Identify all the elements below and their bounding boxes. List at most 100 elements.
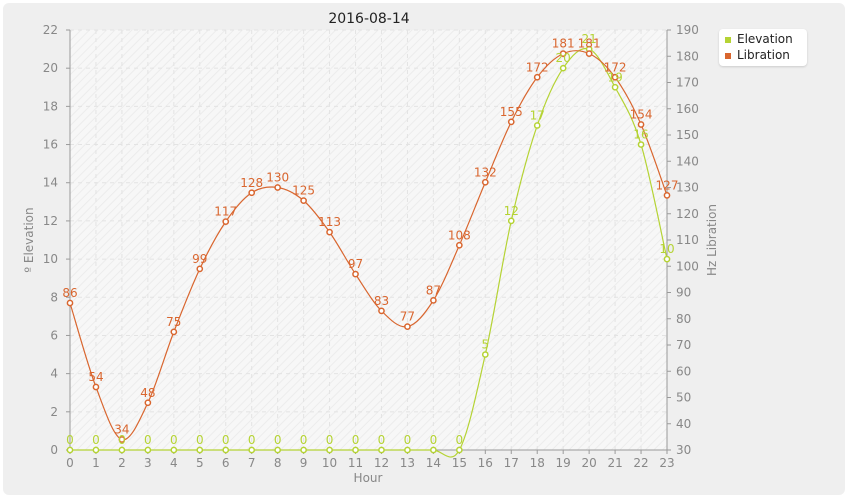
x-tick-label: 20 bbox=[581, 456, 596, 470]
data-point-elevation bbox=[274, 446, 282, 454]
data-label-elevation: 0 bbox=[352, 433, 360, 447]
legend-swatch-libration bbox=[725, 52, 731, 59]
legend-label-libration: Libration bbox=[737, 48, 790, 62]
data-label-libration: 48 bbox=[140, 386, 155, 400]
data-point-libration bbox=[92, 383, 100, 391]
data-label-elevation: 0 bbox=[300, 433, 308, 447]
y-right-tick-label: 100 bbox=[676, 259, 699, 273]
x-tick-label: 16 bbox=[478, 456, 493, 470]
data-label-elevation: 19 bbox=[607, 70, 622, 84]
data-label-elevation: 0 bbox=[430, 433, 438, 447]
data-point-elevation bbox=[559, 64, 567, 72]
data-label-elevation: 0 bbox=[222, 433, 230, 447]
x-axis-label: Hour bbox=[354, 471, 383, 485]
data-point-libration bbox=[66, 299, 74, 307]
data-point-libration bbox=[611, 73, 619, 81]
y-left-tick-label: 10 bbox=[43, 252, 58, 266]
legend-label-elevation: Elevation bbox=[737, 32, 793, 46]
data-label-libration: 75 bbox=[166, 315, 181, 329]
y-right-tick-label: 90 bbox=[676, 286, 691, 300]
data-point-libration bbox=[274, 184, 282, 191]
x-tick-label: 9 bbox=[300, 456, 308, 470]
data-label-libration: 130 bbox=[266, 171, 289, 185]
data-point-libration bbox=[663, 192, 671, 199]
y-left-tick-label: 16 bbox=[43, 138, 58, 152]
y-left-tick-label: 8 bbox=[50, 290, 58, 304]
legend-item-libration[interactable]: Libration bbox=[725, 47, 790, 63]
data-label-libration: 181 bbox=[578, 37, 601, 51]
x-tick-label: 15 bbox=[452, 456, 467, 470]
data-label-libration: 34 bbox=[114, 423, 129, 437]
y-right-tick-label: 150 bbox=[676, 128, 699, 142]
y-left-tick-label: 0 bbox=[50, 443, 58, 457]
x-tick-label: 4 bbox=[170, 456, 178, 470]
x-tick-label: 7 bbox=[248, 456, 256, 470]
data-label-elevation: 20 bbox=[556, 51, 571, 65]
data-point-libration bbox=[300, 197, 307, 204]
data-label-elevation: 0 bbox=[274, 433, 282, 447]
x-tick-label: 8 bbox=[274, 456, 282, 470]
data-point-libration bbox=[585, 50, 593, 57]
y-right-tick-label: 160 bbox=[676, 102, 699, 116]
data-label-elevation: 0 bbox=[118, 433, 126, 447]
x-tick-label: 5 bbox=[196, 456, 204, 470]
data-labels: 0 0 0 0 0 0 0 0 0 0 0 0 0 0 0 0 5 12 17 20 21 19 16 10 86 54 34 48 7… bbox=[62, 32, 678, 447]
y-axis-right-label: Hz Libration bbox=[705, 204, 719, 276]
data-point-libration bbox=[118, 436, 126, 443]
data-label-elevation: 0 bbox=[326, 433, 334, 447]
data-label-libration: 172 bbox=[526, 60, 549, 74]
y-right-tick-label: 190 bbox=[676, 23, 699, 37]
y-right-tick-label: 120 bbox=[676, 207, 699, 221]
x-tick-label: 12 bbox=[374, 456, 389, 470]
data-label-libration: 154 bbox=[630, 108, 653, 122]
data-label-elevation: 12 bbox=[504, 204, 519, 218]
data-point-libration bbox=[637, 121, 645, 128]
data-point-elevation bbox=[326, 446, 333, 454]
data-point-libration bbox=[352, 270, 359, 278]
y-left-tick-label: 12 bbox=[43, 214, 58, 228]
data-point-elevation bbox=[637, 141, 645, 148]
data-label-libration: 125 bbox=[292, 184, 315, 198]
legend-swatch-elevation bbox=[725, 36, 731, 43]
data-point-elevation bbox=[352, 446, 359, 454]
data-point-elevation bbox=[170, 446, 178, 454]
data-point-libration bbox=[404, 323, 411, 330]
y-left-tick-label: 2 bbox=[50, 405, 58, 419]
x-tick-label: 19 bbox=[556, 456, 571, 470]
data-label-libration: 77 bbox=[400, 310, 415, 324]
data-point-libration bbox=[430, 297, 437, 304]
data-label-elevation: 21 bbox=[581, 32, 596, 46]
x-tick-label: 14 bbox=[426, 456, 441, 470]
data-label-libration: 132 bbox=[474, 165, 497, 179]
data-point-elevation bbox=[611, 83, 619, 91]
data-label-elevation: 0 bbox=[92, 433, 100, 447]
legend-item-elevation[interactable]: Elevation bbox=[725, 31, 793, 47]
x-tick-label: 21 bbox=[607, 456, 622, 470]
y-right-tick-label: 180 bbox=[676, 49, 699, 63]
data-label-libration: 99 bbox=[192, 252, 207, 266]
series-points bbox=[66, 45, 671, 454]
data-label-elevation: 5 bbox=[481, 338, 489, 352]
x-tick-label: 11 bbox=[348, 456, 363, 470]
data-point-elevation bbox=[378, 446, 385, 454]
data-label-libration: 54 bbox=[88, 370, 103, 384]
grid-lines bbox=[70, 29, 668, 450]
x-tick-label: 13 bbox=[400, 456, 415, 470]
legend: Elevation Libration bbox=[719, 29, 807, 66]
data-point-elevation bbox=[455, 446, 463, 454]
y-right-tick-label: 130 bbox=[676, 181, 699, 195]
data-label-libration: 108 bbox=[448, 228, 471, 242]
data-point-libration bbox=[170, 328, 178, 336]
data-point-libration bbox=[533, 73, 541, 81]
y-left-tick-label: 14 bbox=[43, 176, 58, 190]
data-point-libration bbox=[196, 265, 204, 273]
data-label-libration: 83 bbox=[374, 294, 389, 308]
data-label-elevation: 0 bbox=[170, 433, 178, 447]
data-point-elevation bbox=[222, 446, 230, 454]
data-point-elevation bbox=[404, 446, 411, 454]
x-tick-label: 2 bbox=[118, 456, 126, 470]
data-point-libration bbox=[248, 189, 256, 197]
data-point-elevation bbox=[481, 351, 489, 358]
x-tick-label: 17 bbox=[504, 456, 519, 470]
